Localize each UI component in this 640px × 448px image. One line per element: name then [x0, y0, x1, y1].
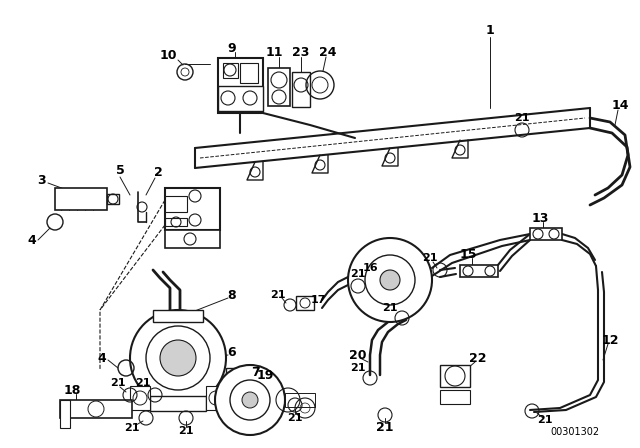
Text: 21: 21: [422, 253, 438, 263]
Text: 5: 5: [116, 164, 124, 177]
Text: 00301302: 00301302: [550, 427, 600, 437]
Text: 19: 19: [256, 369, 274, 382]
Bar: [165, 230, 220, 248]
Text: 4: 4: [98, 352, 106, 365]
Text: 21: 21: [135, 378, 151, 388]
Bar: [206, 386, 226, 410]
Text: 14: 14: [611, 99, 628, 112]
Bar: [226, 368, 254, 382]
Circle shape: [380, 270, 400, 290]
Bar: [55, 188, 107, 210]
Circle shape: [365, 255, 415, 305]
Bar: [218, 86, 263, 111]
Text: 16: 16: [362, 263, 378, 273]
Circle shape: [242, 392, 258, 408]
Circle shape: [348, 238, 432, 322]
Text: 1: 1: [486, 23, 494, 36]
Circle shape: [160, 340, 196, 376]
Bar: [153, 310, 203, 322]
Text: 21: 21: [376, 421, 394, 434]
Text: 12: 12: [601, 333, 619, 346]
Circle shape: [215, 365, 285, 435]
Bar: [165, 218, 187, 226]
Bar: [130, 386, 150, 410]
Bar: [60, 400, 132, 418]
Text: 21: 21: [270, 290, 285, 300]
Text: 9: 9: [228, 42, 236, 55]
Text: 18: 18: [63, 383, 81, 396]
Text: 2: 2: [154, 165, 163, 178]
Text: 23: 23: [292, 46, 310, 59]
Text: 21: 21: [537, 415, 553, 425]
Bar: [240, 63, 258, 83]
Circle shape: [130, 310, 226, 406]
Text: 6: 6: [228, 345, 236, 358]
Circle shape: [146, 326, 210, 390]
Text: 13: 13: [531, 211, 548, 224]
Text: 21: 21: [110, 378, 125, 388]
Text: 21: 21: [515, 113, 530, 123]
Bar: [285, 393, 315, 407]
Circle shape: [230, 380, 270, 420]
Text: 15: 15: [460, 247, 477, 260]
Bar: [440, 390, 470, 404]
Text: 8: 8: [228, 289, 236, 302]
Bar: [218, 58, 263, 113]
Bar: [296, 296, 314, 310]
Bar: [165, 188, 220, 230]
Bar: [165, 196, 187, 212]
Text: 24: 24: [319, 46, 337, 59]
Text: 20: 20: [349, 349, 367, 362]
Bar: [150, 396, 206, 411]
Text: 11: 11: [265, 46, 283, 59]
Text: 21: 21: [350, 269, 365, 279]
Bar: [60, 400, 70, 428]
Text: 21: 21: [124, 423, 140, 433]
Text: 21: 21: [287, 413, 303, 423]
Text: 21: 21: [350, 363, 365, 373]
Text: 4: 4: [28, 233, 36, 246]
Bar: [530, 228, 562, 240]
Bar: [107, 194, 119, 204]
Text: 21: 21: [179, 426, 194, 436]
Bar: [268, 68, 290, 106]
Text: 17: 17: [310, 295, 326, 305]
Bar: [460, 265, 498, 277]
Text: 22: 22: [469, 352, 487, 365]
Text: 10: 10: [159, 48, 177, 61]
Bar: [292, 72, 310, 107]
Text: 3: 3: [38, 173, 46, 186]
Text: 7: 7: [251, 366, 259, 379]
Text: 21: 21: [382, 303, 397, 313]
Bar: [440, 365, 470, 387]
Bar: [223, 63, 238, 78]
